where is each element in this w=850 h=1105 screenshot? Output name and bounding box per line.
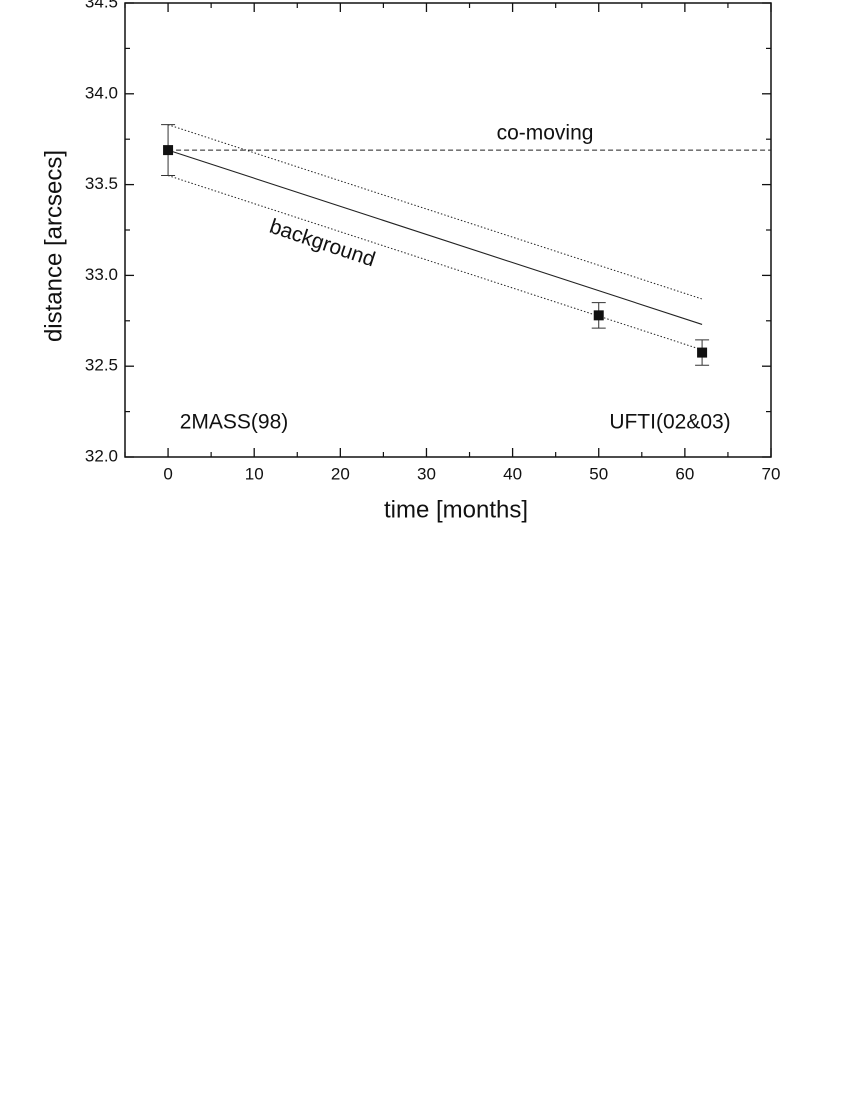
x-tick-label: 40 <box>503 464 522 483</box>
x-tick-label: 70 <box>762 464 781 483</box>
annotation: 2MASS(98) <box>180 411 289 434</box>
plot-frame <box>124 2 772 458</box>
y-tick-label: 34.5 <box>85 0 118 11</box>
annotation: co-moving <box>497 122 594 145</box>
y-tick-label: 34.0 <box>85 83 118 102</box>
x-tick-label: 20 <box>331 464 350 483</box>
x-tick-label: 60 <box>675 464 694 483</box>
fit-line <box>167 149 703 325</box>
y-tick-label: 33.0 <box>85 265 118 284</box>
point <box>697 347 708 358</box>
y-tick-label: 33.5 <box>85 174 118 193</box>
point <box>163 145 174 156</box>
y-axis-label: distance [arcsecs] <box>40 150 67 342</box>
x-tick-label: 0 <box>163 464 172 483</box>
y-tick-label: 32.0 <box>85 446 118 465</box>
fit-line <box>167 124 703 300</box>
x-tick-label: 50 <box>589 464 608 483</box>
x-axis-label: time [months] <box>384 496 528 523</box>
fit-line <box>167 175 703 351</box>
y-tick-label: 32.5 <box>85 356 118 375</box>
annotation: background <box>267 215 378 272</box>
annotation: UFTI(02&03) <box>609 411 730 434</box>
x-tick-label: 30 <box>417 464 436 483</box>
x-tick-label: 10 <box>245 464 264 483</box>
point <box>593 310 604 321</box>
